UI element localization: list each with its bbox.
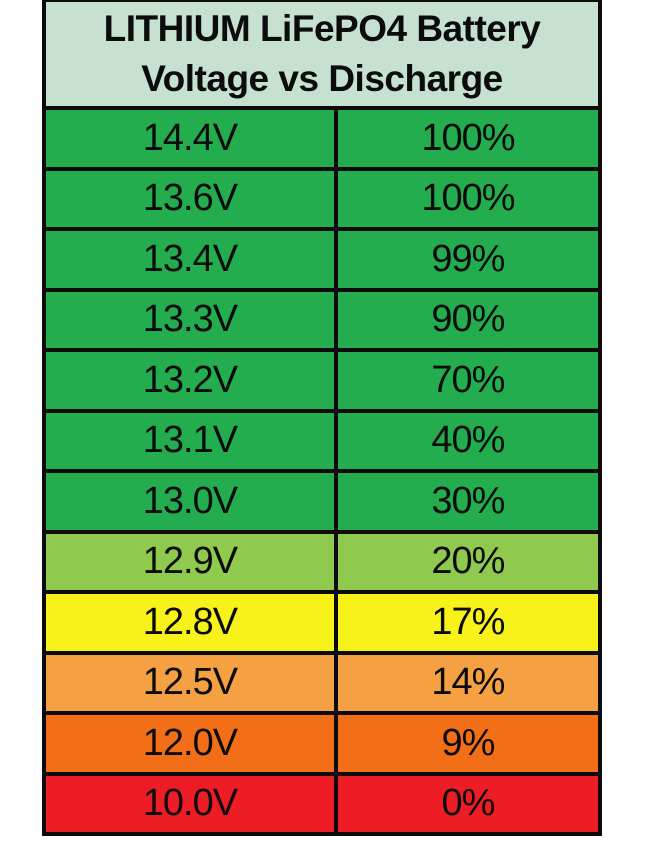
table-row: 12.9V 20%: [42, 529, 603, 594]
voltage-cell: 12.9V: [42, 529, 338, 594]
table-title-line2: Voltage vs Discharge: [141, 58, 503, 99]
table-row: 12.8V 17%: [42, 590, 603, 655]
voltage-cell: 13.0V: [42, 469, 338, 534]
discharge-cell: 9%: [333, 711, 603, 776]
discharge-cell: 40%: [333, 408, 603, 473]
voltage-discharge-table: LITHIUM LiFePO4 Battery Voltage vs Disch…: [42, 0, 603, 836]
discharge-cell: 99%: [333, 227, 603, 292]
table-row: 13.6V 100%: [42, 166, 603, 231]
table-title-line1: LITHIUM LiFePO4 Battery: [103, 8, 541, 50]
voltage-cell: 12.5V: [42, 650, 338, 715]
voltage-cell: 13.3V: [42, 287, 338, 352]
voltage-cell: 10.0V: [42, 771, 338, 836]
table-row: 13.2V 70%: [42, 348, 603, 413]
voltage-cell: 12.8V: [42, 590, 338, 655]
table-row: 13.0V 30%: [42, 469, 603, 534]
discharge-cell: 100%: [333, 166, 603, 231]
discharge-cell: 90%: [333, 287, 603, 352]
voltage-cell: 13.1V: [42, 408, 338, 473]
discharge-cell: 0%: [333, 771, 603, 836]
table-row: 12.5V 14%: [42, 650, 603, 715]
discharge-cell: 20%: [333, 529, 603, 594]
discharge-cell: 100%: [333, 106, 603, 171]
table-header-row: LITHIUM LiFePO4 Battery Voltage vs Disch…: [42, 0, 602, 110]
discharge-cell: 30%: [333, 469, 603, 534]
table-row: 13.4V 99%: [42, 227, 603, 292]
table-row: 10.0V 0%: [42, 771, 603, 836]
discharge-cell: 17%: [333, 590, 603, 655]
voltage-cell: 13.6V: [42, 166, 338, 231]
voltage-cell: 13.2V: [42, 348, 338, 413]
discharge-cell: 70%: [333, 348, 603, 413]
table-row: 14.4V 100%: [42, 106, 603, 171]
table-row: 13.3V 90%: [42, 287, 603, 352]
table-row: 13.1V 40%: [42, 408, 603, 473]
voltage-cell: 14.4V: [42, 106, 338, 171]
voltage-cell: 13.4V: [42, 227, 338, 292]
table-row: 12.0V 9%: [42, 711, 603, 776]
discharge-cell: 14%: [333, 650, 603, 715]
table-title: LITHIUM LiFePO4 Battery Voltage vs Disch…: [42, 0, 602, 110]
voltage-cell: 12.0V: [42, 711, 338, 776]
